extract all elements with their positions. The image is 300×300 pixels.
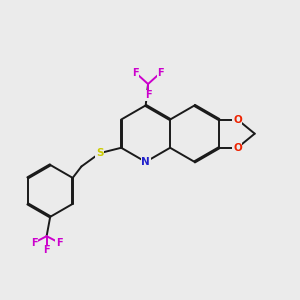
Text: F: F [56, 238, 62, 248]
Text: F: F [145, 90, 152, 100]
Text: N: N [141, 157, 150, 167]
Text: F: F [43, 245, 50, 255]
Text: S: S [96, 148, 103, 158]
Text: O: O [233, 115, 242, 124]
Text: O: O [233, 143, 242, 153]
Text: F: F [157, 68, 164, 78]
Text: F: F [132, 68, 139, 78]
Text: F: F [31, 238, 38, 248]
